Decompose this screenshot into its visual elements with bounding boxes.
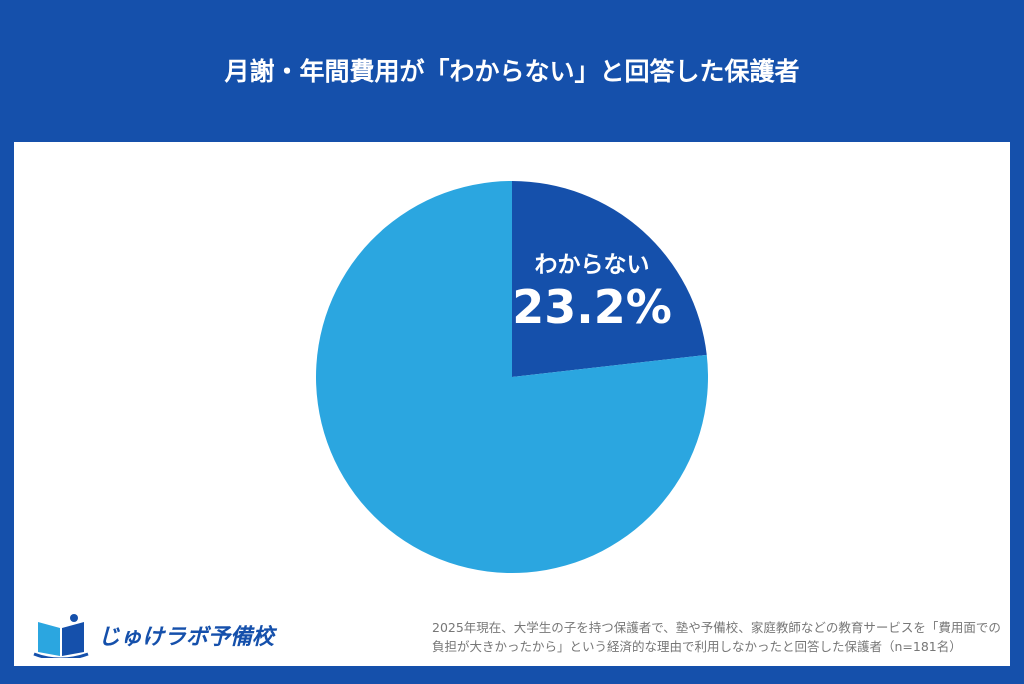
logo-text: じゅけラボ予備校 (98, 625, 275, 650)
chart-title: 月謝・年間費用が「わからない」と回答した保護者 (224, 57, 800, 86)
pie-slice-1 (316, 181, 708, 573)
book-logo-icon (33, 614, 89, 658)
pie-slice-0 (512, 181, 707, 377)
footnote: 2025年現在、大学生の子を持つ保護者で、塾や予備校、家庭教師などの教育サービス… (432, 620, 1001, 654)
slice-value-label: 23.2% (512, 280, 672, 334)
logo: じゅけラボ予備校 (30, 612, 274, 658)
slice-label: わからない (534, 252, 650, 278)
